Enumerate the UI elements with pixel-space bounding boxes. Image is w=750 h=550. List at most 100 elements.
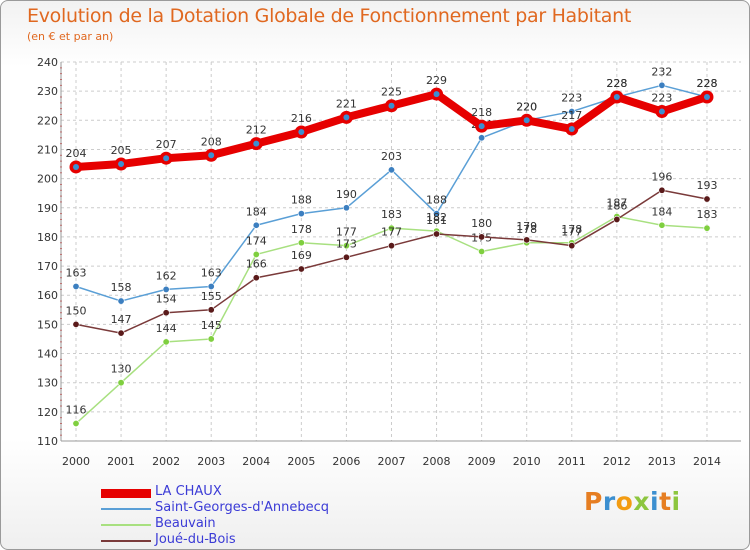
data-point	[433, 230, 441, 238]
x-tick-label: 2014	[693, 455, 721, 468]
proxiti-logo: Proxiti	[584, 487, 681, 516]
data-point	[658, 81, 666, 89]
data-label: 216	[291, 112, 312, 125]
data-point-inner	[298, 128, 305, 135]
y-tick-label: 190	[37, 202, 58, 215]
x-tick-label: 2002	[152, 455, 180, 468]
data-label: 188	[291, 194, 312, 207]
data-label: 182	[426, 211, 447, 224]
data-point	[568, 242, 576, 250]
data-point	[252, 250, 260, 258]
legend-swatch	[101, 508, 151, 510]
chart-subtitle: (en € et par an)	[27, 30, 114, 43]
data-point	[613, 215, 621, 223]
data-label: 217	[561, 109, 582, 122]
data-label: 183	[381, 208, 402, 221]
x-tick-label: 2003	[197, 455, 225, 468]
data-label: 229	[426, 74, 447, 87]
data-point-inner	[253, 140, 260, 147]
data-label: 212	[246, 124, 267, 137]
data-point-inner	[478, 123, 485, 130]
legend-swatch	[101, 524, 151, 526]
data-point	[387, 224, 395, 232]
data-label: 163	[201, 266, 222, 279]
x-tick-label: 2007	[377, 455, 405, 468]
y-tick-label: 140	[37, 348, 58, 361]
data-point	[703, 195, 711, 203]
data-label: 145	[201, 319, 222, 332]
data-label: 190	[336, 188, 357, 201]
data-label: 130	[111, 363, 132, 376]
y-tick-label: 120	[37, 406, 58, 419]
data-point	[387, 242, 395, 250]
data-point	[72, 320, 80, 328]
data-point	[207, 335, 215, 343]
data-point	[252, 274, 260, 282]
data-point	[297, 210, 305, 218]
legend-swatch	[101, 540, 151, 542]
data-point-inner	[73, 163, 79, 170]
data-label: 203	[381, 150, 402, 163]
data-point	[342, 242, 350, 250]
y-tick-label: 240	[37, 56, 58, 69]
data-label: 207	[156, 138, 177, 151]
legend-label: Joué-du-Bois	[155, 532, 236, 547]
y-tick-label: 160	[37, 289, 58, 302]
data-label: 169	[291, 249, 312, 262]
y-tick-label: 200	[37, 173, 58, 186]
data-label: 221	[336, 97, 357, 110]
x-tick-label: 2005	[287, 455, 315, 468]
data-point	[72, 420, 80, 428]
data-label: 228	[606, 77, 627, 90]
data-label: 158	[111, 281, 132, 294]
data-label: 180	[471, 217, 492, 230]
data-label: 178	[561, 223, 582, 236]
data-point	[117, 329, 125, 337]
data-point-inner	[703, 93, 710, 100]
y-tick-label: 230	[37, 85, 58, 98]
data-label: 186	[606, 199, 627, 212]
chart-title: Evolution de la Dotation Globale de Fonc…	[27, 5, 632, 27]
data-point	[72, 282, 80, 290]
data-label: 225	[381, 86, 402, 99]
legend-swatch	[101, 488, 151, 498]
data-point-inner	[658, 108, 665, 115]
data-label: 232	[651, 65, 672, 78]
data-label: 220	[516, 100, 537, 113]
data-point	[207, 306, 215, 314]
data-point	[433, 210, 441, 218]
data-point	[658, 221, 666, 229]
data-point	[703, 224, 711, 232]
data-label: 218	[471, 106, 492, 119]
data-label: 187	[606, 197, 627, 210]
data-point-inner	[118, 161, 125, 168]
y-tick-label: 170	[37, 260, 58, 273]
data-label: 173	[336, 237, 357, 250]
data-label: 155	[201, 290, 222, 303]
y-tick-label: 220	[37, 114, 58, 127]
data-label: 116	[66, 404, 87, 417]
data-point-inner	[208, 152, 215, 159]
x-tick-label: 2001	[107, 455, 135, 468]
data-point-inner	[343, 114, 350, 121]
plot-area	[61, 62, 741, 441]
legend-item: Beauvain	[101, 516, 381, 533]
y-tick-label: 150	[37, 318, 58, 331]
data-point	[342, 204, 350, 212]
data-label: 166	[246, 258, 267, 271]
data-label: 205	[111, 144, 132, 157]
data-label: 177	[336, 226, 357, 239]
data-label: 183	[696, 208, 717, 221]
data-label: 184	[651, 205, 672, 218]
data-label: 162	[156, 269, 177, 282]
data-point	[297, 239, 305, 247]
data-label: 177	[381, 226, 402, 239]
data-label: 196	[651, 170, 672, 183]
x-tick-label: 2000	[62, 455, 90, 468]
data-label: 177	[561, 226, 582, 239]
chart-legend: LA CHAUX Saint-Georges-d'Annebecq Beauvain…	[101, 484, 381, 549]
data-point	[252, 221, 260, 229]
data-label: 228	[696, 77, 717, 90]
legend-item: Saint-Georges-d'Annebecq	[101, 500, 381, 517]
